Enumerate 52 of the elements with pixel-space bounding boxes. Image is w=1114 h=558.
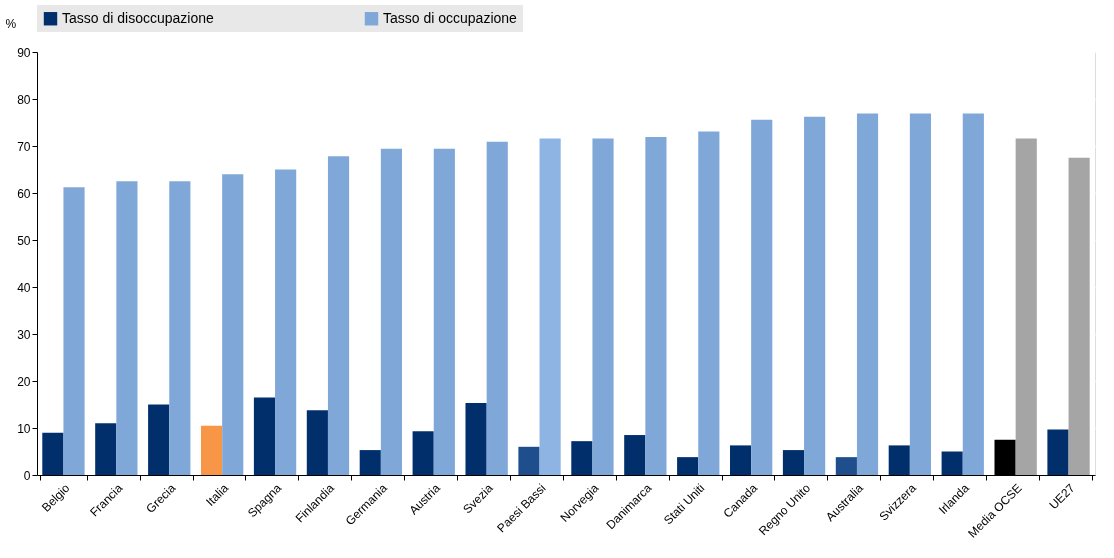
bar xyxy=(275,169,297,475)
bar xyxy=(571,441,593,475)
bar xyxy=(63,187,85,475)
y-tick-label: 10 xyxy=(17,421,31,436)
bar xyxy=(359,450,381,475)
bar xyxy=(698,131,720,475)
bar xyxy=(751,119,773,475)
bar xyxy=(645,137,667,475)
bar xyxy=(782,450,805,475)
bar xyxy=(148,404,170,475)
bar xyxy=(624,435,646,475)
bar xyxy=(962,113,984,475)
bar xyxy=(486,141,508,475)
y-tick-label: 0 xyxy=(23,468,31,483)
y-tick-label: 20 xyxy=(17,374,31,389)
legend-label: Tasso di occupazione xyxy=(383,9,518,26)
bar xyxy=(1015,138,1037,475)
bar xyxy=(835,457,857,475)
bar xyxy=(380,148,403,475)
bar xyxy=(200,425,223,475)
bar xyxy=(729,445,752,475)
legend-label: Tasso di disoccupazione xyxy=(62,9,214,26)
bar xyxy=(941,451,963,475)
bar xyxy=(804,116,826,475)
bar xyxy=(888,445,910,475)
y-tick-label: 60 xyxy=(17,186,31,201)
y-tick-label: 40 xyxy=(17,280,31,295)
bar xyxy=(518,446,540,475)
bar xyxy=(412,431,434,475)
bar xyxy=(116,181,138,475)
y-tick-label: 70 xyxy=(17,139,31,154)
bar xyxy=(539,138,561,475)
bar xyxy=(169,181,191,475)
bar xyxy=(253,397,276,475)
bar xyxy=(42,432,64,475)
bar xyxy=(433,148,455,475)
y-tick-label: 80 xyxy=(17,92,31,107)
bar xyxy=(909,113,932,475)
bar xyxy=(677,457,699,475)
y-axis-title: % xyxy=(5,16,17,31)
y-tick-label: 90 xyxy=(17,45,31,60)
bar xyxy=(327,156,350,475)
bar xyxy=(592,138,614,475)
bar xyxy=(1068,157,1090,475)
bar xyxy=(95,423,117,475)
bar xyxy=(465,403,487,475)
bar xyxy=(306,410,328,475)
y-tick-label: 30 xyxy=(17,327,31,342)
y-tick-label: 50 xyxy=(17,233,31,248)
bar xyxy=(222,174,244,475)
bar xyxy=(1047,429,1069,475)
bar xyxy=(856,113,879,475)
